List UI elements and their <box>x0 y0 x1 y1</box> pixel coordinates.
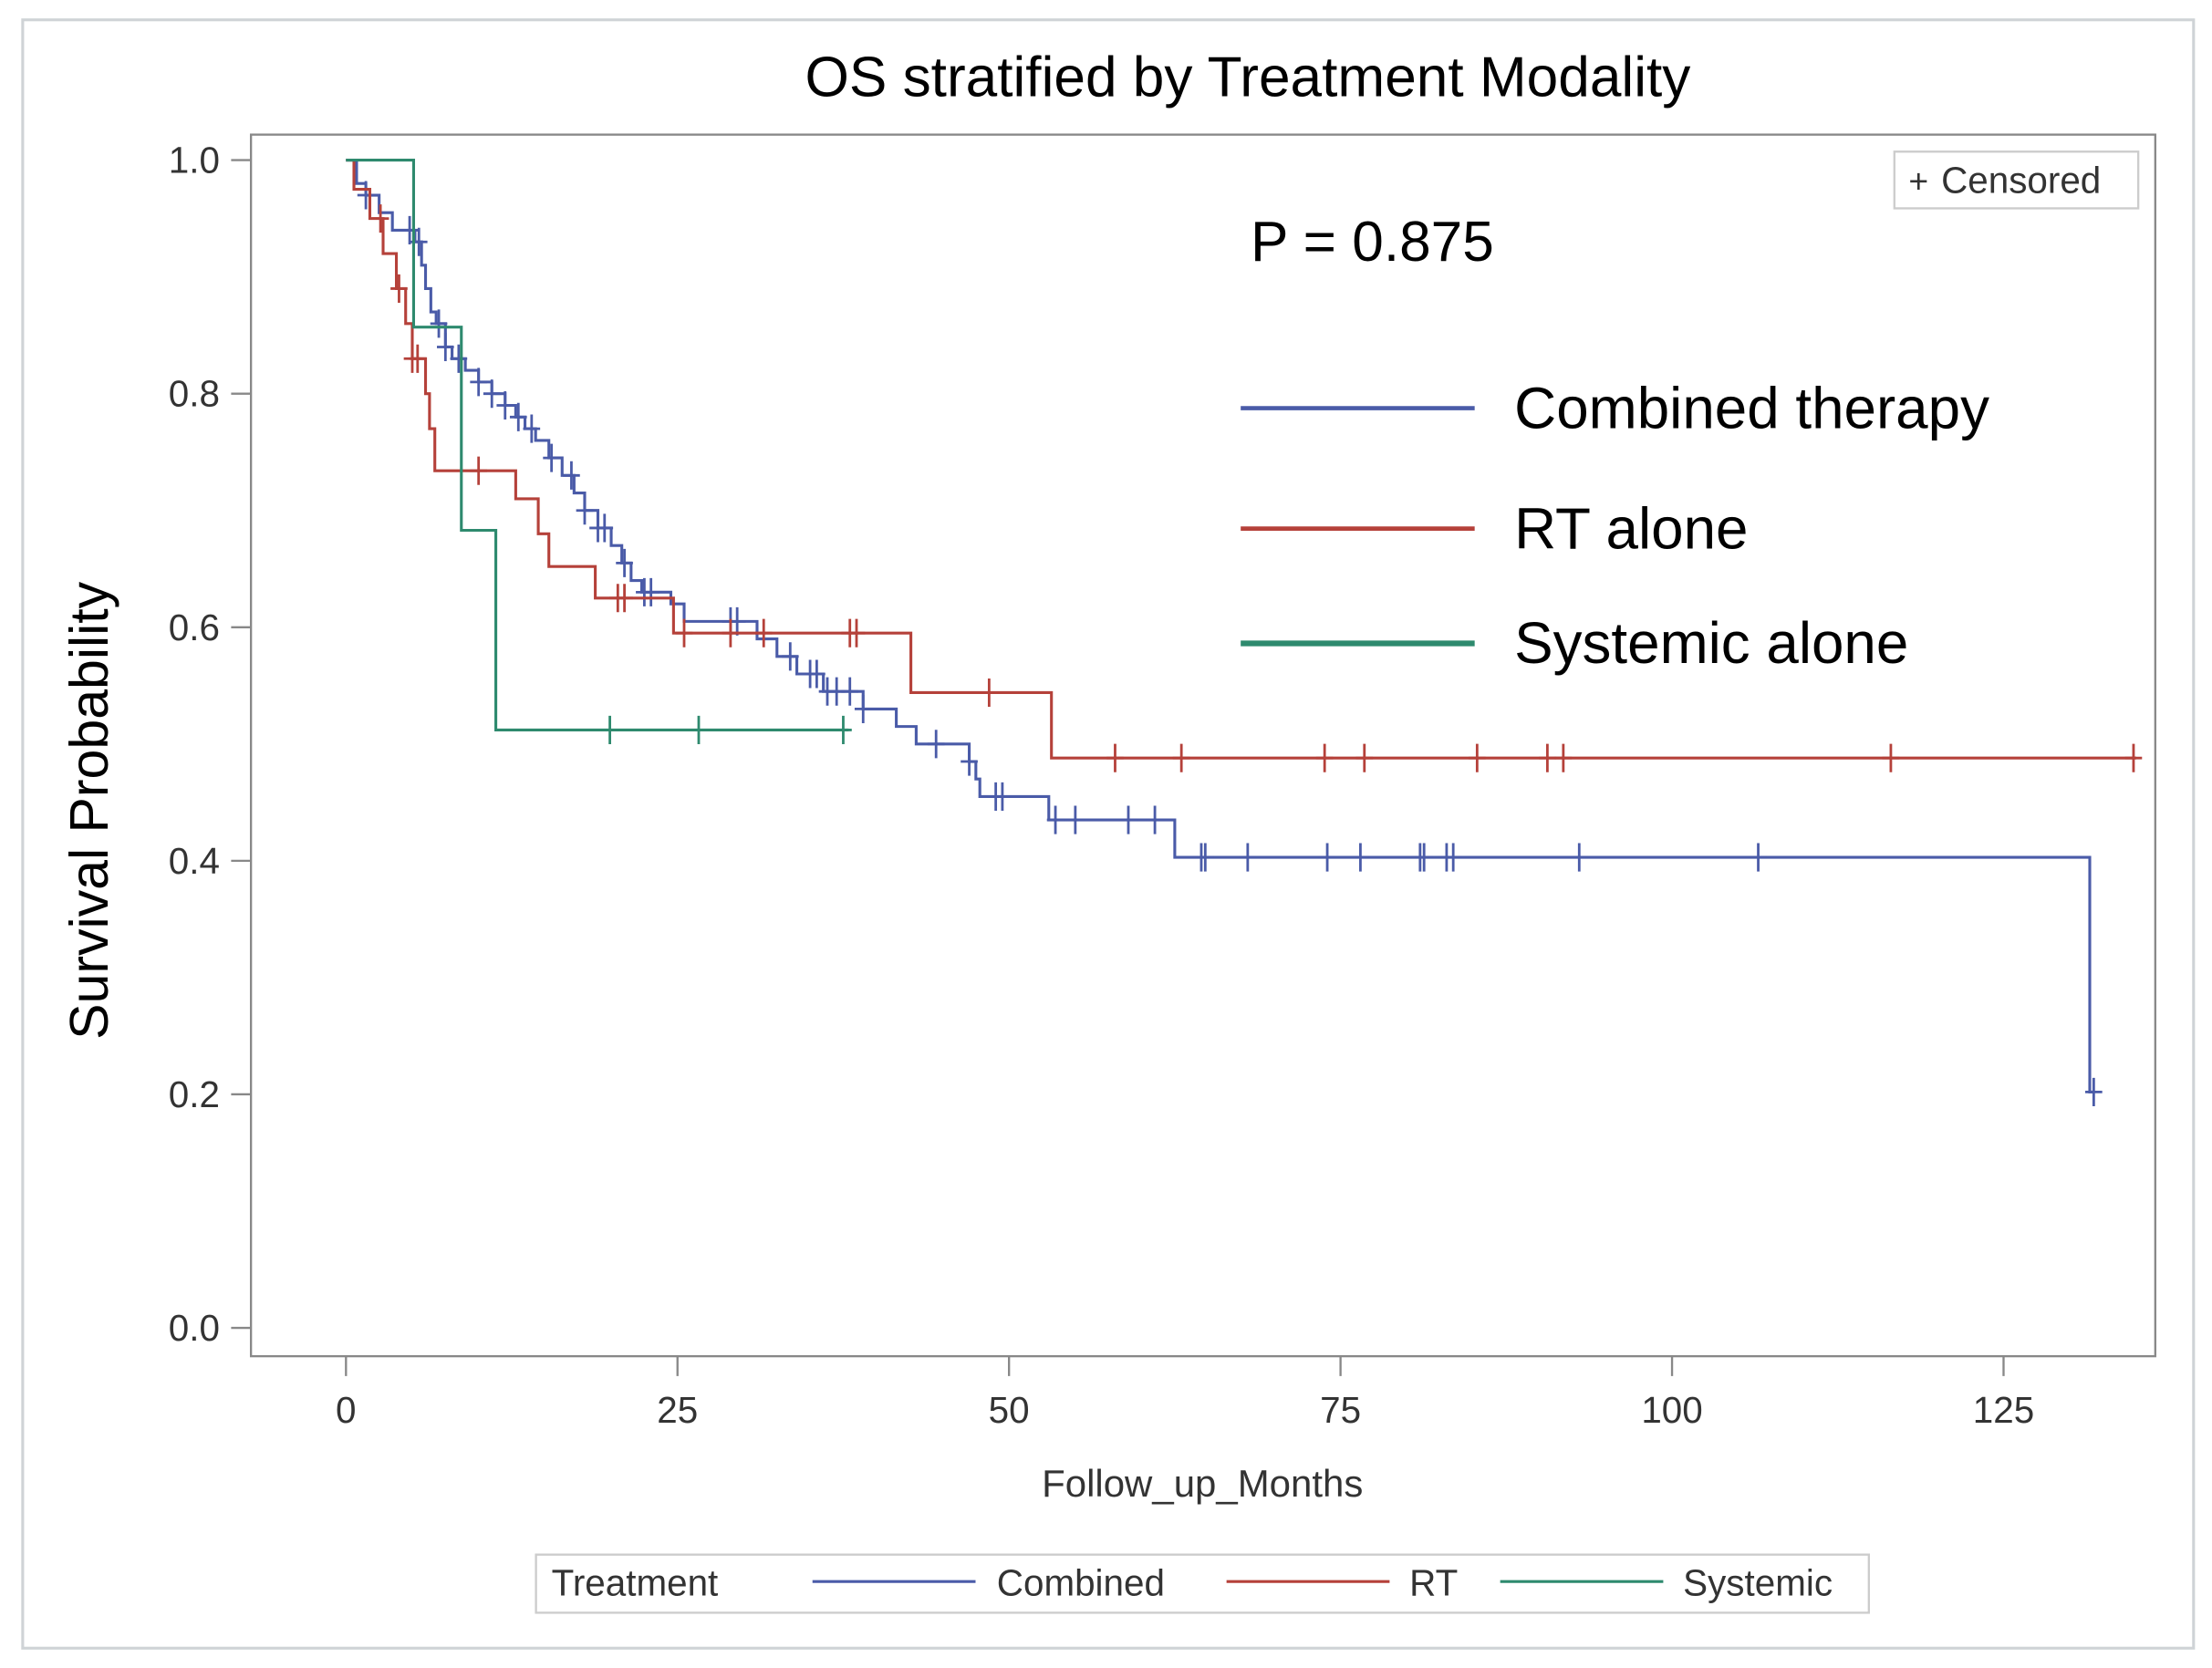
legend-label-systemic: Systemic <box>1683 1562 1833 1604</box>
censor-mark-combined <box>1239 843 1257 872</box>
chart-title: OS stratified by Treatment Modality <box>805 47 1691 109</box>
km-curve-systemic <box>346 159 849 732</box>
inner-legend-label-systemic: Systemic alone <box>1514 610 1908 676</box>
y-tick-label: 0.0 <box>169 1307 220 1349</box>
censor-mark-rt <box>1106 743 1124 772</box>
censor-mark-combined <box>927 730 945 759</box>
legend-label-combined: Combined <box>997 1562 1165 1604</box>
censor-mark-combined <box>400 215 419 244</box>
censor-mark-combined <box>1119 805 1137 834</box>
censor-mark-combined <box>854 694 872 723</box>
y-tick-label: 0.2 <box>169 1073 220 1115</box>
censor-mark-rt <box>616 584 633 613</box>
censor-mark-combined <box>563 461 580 490</box>
censor-mark-combined <box>841 677 859 706</box>
censor-mark-rt <box>722 618 740 648</box>
censor-mark-rt <box>390 274 408 303</box>
censor-mark-systemic <box>835 715 852 744</box>
legend-title: Treatment <box>552 1562 719 1604</box>
censor-mark-rt <box>1355 743 1374 772</box>
censor-mark-rt <box>1315 743 1334 772</box>
censor-mark-combined <box>1570 843 1588 872</box>
censor-mark-rt <box>754 618 773 648</box>
inner-legend-label-rt: RT alone <box>1514 495 1748 561</box>
censor-mark-rt <box>675 618 693 648</box>
censor-mark-combined <box>509 402 527 431</box>
censor-mark-combined <box>543 443 560 472</box>
censor-mark-combined <box>808 659 826 689</box>
censored-label: Censored <box>1941 159 2101 201</box>
censor-mark-systemic <box>601 715 618 744</box>
y-tick-label: 0.8 <box>169 373 220 415</box>
censor-mark-rt <box>1554 743 1573 772</box>
x-tick-label: 50 <box>989 1389 1030 1431</box>
censor-mark-combined <box>1146 805 1164 834</box>
censor-mark-combined <box>596 513 614 543</box>
censor-mark-combined <box>436 332 454 362</box>
censor-mark-combined <box>450 344 468 373</box>
censor-mark-rt <box>1539 743 1556 772</box>
censor-mark-rt <box>847 618 866 648</box>
censor-mark-combined <box>1066 805 1085 834</box>
censor-mark-combined <box>616 548 633 577</box>
censor-mark-combined <box>2085 1077 2103 1106</box>
censor-mark-combined <box>470 368 487 397</box>
x-tick-label: 0 <box>336 1389 356 1431</box>
legend-label-rt: RT <box>1409 1562 1458 1604</box>
censor-mark-combined <box>993 782 1012 811</box>
inner-legend: Combined therapy RT alone Systemic alone <box>1241 375 1989 676</box>
censor-mark-rt <box>1882 743 1900 772</box>
censor-mark-systemic <box>690 715 708 744</box>
p-value-annotation: P = 0.875 <box>1251 211 1494 274</box>
censor-mark-combined <box>1318 843 1336 872</box>
censor-mark-combined <box>1415 843 1433 872</box>
censor-mark-rt <box>470 456 487 485</box>
km-curve-rt <box>346 159 2136 760</box>
censor-mark-combined <box>1046 805 1064 834</box>
y-tick-label: 0.6 <box>169 606 220 648</box>
y-tick-label: 0.4 <box>169 840 220 882</box>
censor-mark-rt <box>981 678 998 708</box>
x-tick-label: 25 <box>657 1389 698 1431</box>
x-tick-label: 100 <box>1641 1389 1702 1431</box>
censor-mark-combined <box>781 642 799 671</box>
censor-symbol: + <box>1908 161 1928 200</box>
censor-mark-combined <box>961 747 978 776</box>
censored-legend: + Censored <box>1893 150 2140 210</box>
x-tick-label: 125 <box>1973 1389 2034 1431</box>
censor-mark-rt <box>2124 743 2143 772</box>
censor-mark-combined <box>483 379 501 409</box>
inner-legend-label-combined: Combined therapy <box>1514 375 1989 440</box>
censor-mark-combined <box>1352 843 1369 872</box>
censor-mark-combined <box>1197 843 1214 872</box>
censor-mark-combined <box>496 390 514 420</box>
censor-mark-combined <box>357 181 375 210</box>
censor-mark-rt <box>409 344 427 373</box>
censor-mark-combined <box>523 414 541 443</box>
km-curve-combined <box>346 159 2094 1093</box>
y-tick-label: 1.0 <box>169 140 220 181</box>
censor-mark-combined <box>1750 843 1767 872</box>
censor-mark-rt <box>1469 743 1486 772</box>
censor-mark-rt <box>1172 743 1190 772</box>
plot-frame <box>249 133 2156 1358</box>
y-axis-label: Survival Probability <box>59 581 119 1039</box>
censor-mark-combined <box>642 577 659 606</box>
bottom-legend: Treatment Combined RT Systemic <box>535 1553 1870 1614</box>
x-tick-label: 75 <box>1320 1389 1361 1431</box>
x-axis-label: Follow_up_Months <box>1042 1462 1363 1505</box>
censor-mark-rt <box>371 204 389 233</box>
censor-mark-combined <box>1444 843 1462 872</box>
censor-mark-combined <box>576 496 594 525</box>
censor-mark-combined <box>430 309 448 338</box>
